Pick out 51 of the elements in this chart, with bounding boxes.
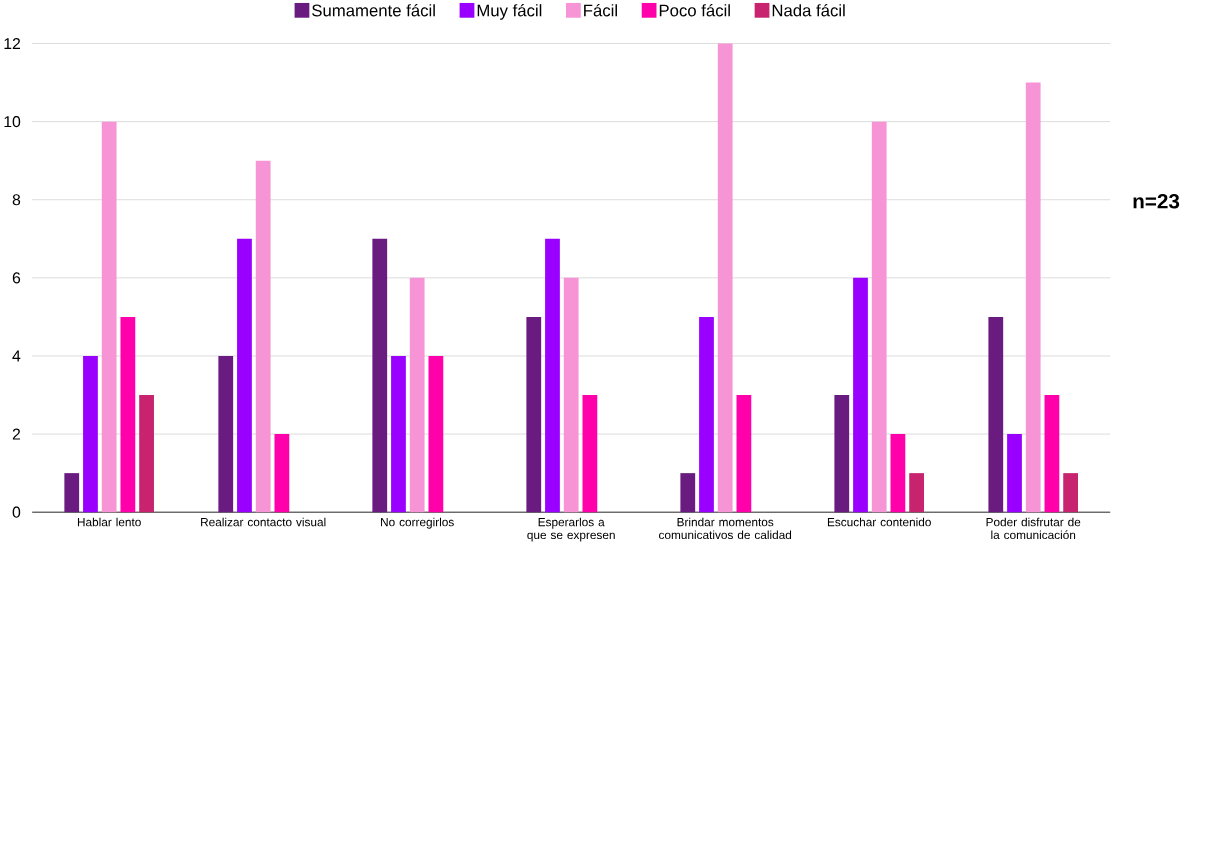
legend-label: Sumamente fácil xyxy=(312,3,435,17)
x-tick-label: Poder disfrutar de la comunicación xyxy=(986,517,1081,540)
legend-label: Muy fácil xyxy=(477,3,542,20)
bar xyxy=(988,316,1004,513)
bar xyxy=(409,277,425,513)
x-tick-label: No corregirlos xyxy=(381,517,454,529)
legend-label: Poco fácil xyxy=(659,3,730,17)
bar xyxy=(237,238,252,513)
y-tick-label: 12 xyxy=(4,37,21,49)
bar xyxy=(1007,434,1022,513)
bar xyxy=(391,355,406,513)
x-tick-label: Brindar momentos comunicativos de calidad xyxy=(659,517,792,540)
bar xyxy=(1025,82,1041,513)
x-tick-label: Escuchar contenido xyxy=(827,517,931,527)
bar xyxy=(64,473,80,513)
y-tick-label: 0 xyxy=(12,506,21,518)
x-tick-label: Realizar contacto visual xyxy=(201,517,326,527)
x-tick-label: Esperarlos a que se expresen xyxy=(527,517,615,542)
bar xyxy=(274,434,290,513)
bar xyxy=(255,160,271,513)
bar xyxy=(736,394,752,513)
bar xyxy=(545,238,560,513)
bar xyxy=(101,121,117,513)
bar xyxy=(890,434,906,513)
bar xyxy=(717,43,733,513)
bar xyxy=(428,355,444,513)
bar xyxy=(139,394,154,513)
bar xyxy=(853,277,868,513)
y-tick-label: 8 xyxy=(12,194,21,206)
bar xyxy=(120,316,136,513)
y-tick-label: 6 xyxy=(12,272,21,284)
bar xyxy=(1044,394,1060,513)
text: n=23 xyxy=(1133,193,1180,209)
bar xyxy=(699,316,714,513)
bar xyxy=(834,394,850,513)
bar xyxy=(372,238,388,513)
legend-label: Nada fácil xyxy=(772,3,845,17)
x-tick-label: Hablar lento xyxy=(77,517,141,527)
bar xyxy=(582,394,598,513)
y-tick-label: 2 xyxy=(12,428,21,440)
bar xyxy=(218,355,234,513)
y-tick-label: 4 xyxy=(12,350,21,362)
bar xyxy=(1063,473,1079,513)
legend-label: Fácil xyxy=(584,3,617,17)
bar xyxy=(83,355,98,513)
bar xyxy=(563,277,579,513)
bar xyxy=(526,316,542,513)
bar xyxy=(680,473,696,513)
bar xyxy=(871,121,887,513)
y-tick-label: 10 xyxy=(4,115,21,128)
bar xyxy=(909,473,924,513)
